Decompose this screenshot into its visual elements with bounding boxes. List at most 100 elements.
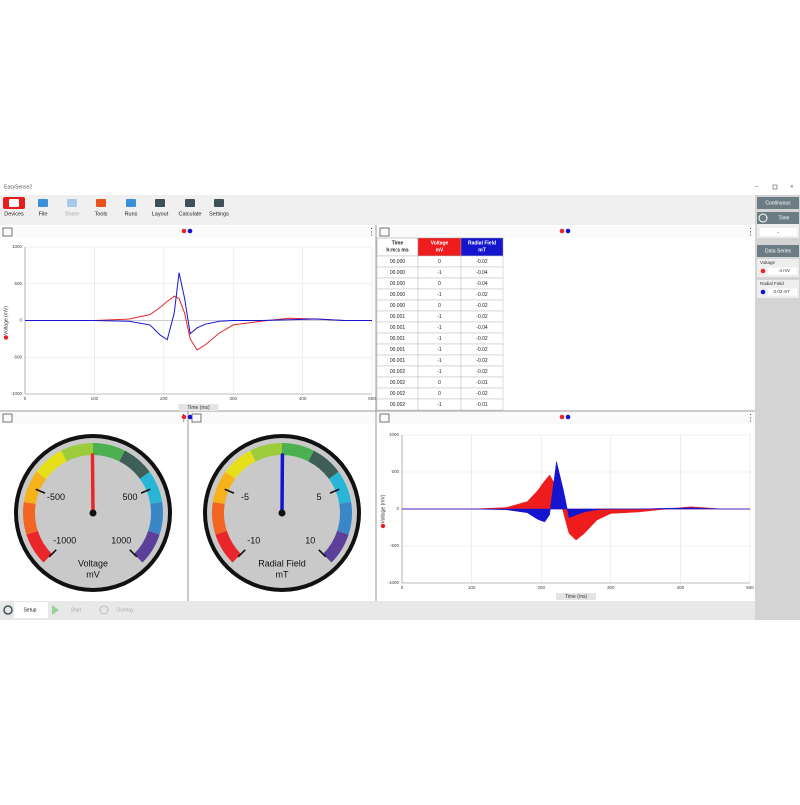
series-dot	[182, 415, 187, 420]
toolbar-icon[interactable]	[155, 199, 165, 207]
x-tick-label: 500	[746, 585, 754, 590]
table-cell-text: -1	[437, 325, 442, 331]
table-cell-text: 00.002	[390, 402, 406, 408]
table-cell-text: 00.002	[390, 369, 406, 375]
y-tick-label: -1000	[387, 580, 399, 585]
table-cell-text: 00.001	[390, 336, 406, 342]
toolbar-icon[interactable]	[9, 199, 19, 207]
series-dot	[188, 415, 193, 420]
panel-menu[interactable]: ⋮	[746, 412, 755, 422]
toolbar-button[interactable]: Calculate	[179, 211, 202, 217]
toolbar-button[interactable]: Devices	[4, 211, 24, 217]
gauge-tick-label: 500	[122, 492, 137, 502]
table-cell-text: 00.001	[390, 358, 406, 364]
table-cell-text: -1	[437, 358, 442, 364]
table-cell-text: 0	[438, 391, 441, 397]
table-cell-text: -0.02	[476, 259, 488, 265]
series-value: 0.03 mT	[773, 289, 790, 294]
toolbar-icon[interactable]	[96, 199, 106, 207]
series-dot	[182, 229, 187, 234]
toolbar-icon[interactable]	[126, 199, 136, 207]
bottom-button[interactable]: Overlay	[116, 607, 134, 613]
table-cell-text: 00.002	[390, 391, 406, 397]
panel-menu[interactable]: ⋮	[367, 226, 376, 236]
series-dot	[188, 229, 193, 234]
x-tick-label: 200	[537, 585, 545, 590]
toolbar-button[interactable]: Layout	[152, 211, 169, 217]
table-cell-text: 00.000	[390, 270, 406, 276]
series-dot	[560, 415, 565, 420]
y-axis-dot	[381, 524, 385, 528]
toolbar-button[interactable]: Share	[65, 211, 80, 217]
gauge-tick-label: 1000	[111, 536, 131, 546]
gauge-tick-label: -5	[241, 492, 249, 502]
x-tick-label: 100	[91, 396, 99, 401]
x-tick-label: 100	[468, 585, 476, 590]
x-tick-label: 400	[299, 396, 307, 401]
gauge-tick-label: -1000	[53, 536, 76, 546]
table-cell-text: -0.01	[476, 380, 488, 386]
gauge-tick-label: 10	[305, 536, 315, 546]
series-dot	[566, 415, 571, 420]
title-bar	[0, 180, 800, 195]
y-tick-label: -1000	[10, 391, 22, 396]
toolbar-button[interactable]: Settings	[209, 211, 229, 217]
close[interactable]: ×	[790, 185, 794, 191]
x-tick-label: 400	[677, 585, 685, 590]
panel-menu[interactable]: ⋮	[746, 226, 755, 236]
table-cell-text: -0.02	[476, 314, 488, 320]
table-cell-text: 00.000	[390, 259, 406, 265]
x-tick-label: 200	[160, 396, 168, 401]
x-axis-label: Time (ms)	[187, 405, 210, 411]
table-header-text: h:m:s ms	[386, 247, 408, 253]
bottom-button[interactable]: Setup	[23, 607, 36, 613]
table-cell-text: -1	[437, 347, 442, 353]
table-cell-text: 00.001	[390, 347, 406, 353]
series-name: Radial Field	[760, 281, 784, 286]
table-cell-text: -0.01	[476, 402, 488, 408]
x-tick-label: 500	[368, 396, 376, 401]
x-tick-label: 300	[607, 585, 615, 590]
gauge-title: Radial Field	[258, 558, 306, 568]
y-tick-label: 1000	[12, 244, 23, 249]
series-dot	[566, 229, 571, 234]
table-cell-text: -1	[437, 402, 442, 408]
gauge-tick-label: -10	[247, 536, 260, 546]
panel-header	[189, 412, 375, 424]
toolbar-icon[interactable]	[214, 199, 224, 207]
toolbar-icon[interactable]	[67, 199, 77, 207]
bottom-bar	[0, 601, 755, 620]
time-label: Time	[779, 215, 790, 221]
table-cell-text: 0	[438, 259, 441, 265]
table-cell-text: 00.002	[390, 380, 406, 386]
bottom-button[interactable]: Start	[71, 607, 82, 613]
table-cell-text: 00.000	[390, 292, 406, 298]
table-cell-text: -0.04	[476, 270, 488, 276]
x-axis-label: Time (ms)	[565, 594, 588, 600]
table-cell-text: -1	[437, 336, 442, 342]
table-cell-text: -0.02	[476, 292, 488, 298]
y-tick-label: -500	[13, 354, 23, 359]
panel-header	[0, 226, 375, 238]
table-header-text: mT	[478, 247, 486, 253]
toolbar-icon[interactable]	[38, 199, 48, 207]
toolbar-button[interactable]: File	[39, 211, 48, 217]
gauge-unit: mT	[276, 569, 289, 579]
y-axis-label: Voltage (mV)	[380, 494, 386, 523]
table-cell-text: -0.02	[476, 391, 488, 397]
table-cell-text: 0	[438, 303, 441, 309]
window-title: EasySense2	[4, 184, 32, 190]
toolbar-icon[interactable]	[185, 199, 195, 207]
x-tick-label: 300	[229, 396, 237, 401]
gauge-hub	[279, 510, 286, 517]
gauge-tick-label: -500	[47, 492, 65, 502]
table-cell-text: -0.02	[476, 369, 488, 375]
y-tick-label: -500	[390, 543, 400, 548]
toolbar-button[interactable]: Tools	[95, 211, 108, 217]
toolbar-button[interactable]: Runs	[125, 211, 138, 217]
series-name: Voltage	[760, 260, 776, 265]
table-cell-text: -0.02	[476, 336, 488, 342]
y-axis-dot	[4, 335, 8, 339]
